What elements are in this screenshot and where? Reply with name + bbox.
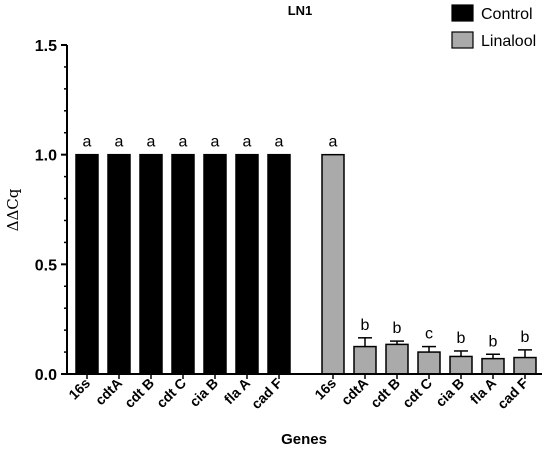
bar-linalool-cdt-b <box>385 343 409 375</box>
x-tick-label: cad F <box>248 374 285 411</box>
bar-linalool-cdta <box>353 345 377 375</box>
significance-label: a <box>83 134 92 151</box>
bar-control-cia-b <box>203 153 227 375</box>
significance-label: a <box>275 134 284 151</box>
significance-label: a <box>243 134 252 151</box>
significance-label: b <box>521 329 530 346</box>
bar-linalool-cdt-c <box>417 351 441 375</box>
y-tick-label: 1.0 <box>35 148 57 165</box>
x-tick-label: cad F <box>494 374 531 411</box>
significance-label: a <box>147 134 156 151</box>
legend-swatch-linalool <box>451 31 474 49</box>
legend-label-linalool: Linalool <box>481 33 536 50</box>
y-axis-label: ΔΔCq <box>4 188 22 231</box>
y-axis: 0.0 0.5 1.0 1.5 <box>35 38 68 384</box>
significance-label: a <box>179 134 188 151</box>
x-tick-label: cdt B <box>121 375 157 411</box>
bar-control-16s <box>75 153 99 375</box>
significance-label: a <box>211 134 220 151</box>
bar-linalool-16s <box>321 153 345 375</box>
significance-label: a <box>115 134 124 151</box>
significance-label: b <box>361 317 370 334</box>
bar-linalool-fla-a <box>481 357 505 375</box>
x-tick-label: 16s <box>65 375 93 403</box>
bar-control-cdta <box>107 153 131 375</box>
bar-control-cad-f <box>267 153 291 375</box>
y-tick-label: 0.5 <box>35 257 57 274</box>
bar-control-fla-a <box>235 153 259 375</box>
significance-label: b <box>393 320 402 337</box>
legend-label-control: Control <box>481 6 533 23</box>
bar-control-cdt-b <box>139 153 163 375</box>
x-tick-label: cia B <box>432 375 467 410</box>
x-tick-label: cdt C <box>399 375 435 411</box>
y-tick-label: 0.0 <box>35 367 57 384</box>
bar-linalool-cia-b <box>449 355 473 375</box>
bar-control-cdt-c <box>171 153 195 375</box>
significance-label: a <box>329 134 338 151</box>
chart-title: LN1 <box>288 3 313 18</box>
x-tick-label: cdtA <box>338 375 371 408</box>
x-tick-label: 16s <box>311 375 339 403</box>
bar-linalool-cad-f <box>513 356 537 375</box>
significance-label: b <box>457 330 466 347</box>
x-axis-label: Genes <box>281 431 327 448</box>
x-tick-label: cdtA <box>92 375 125 408</box>
bars: a a a a a a a a b b c b b b <box>75 134 537 375</box>
x-tick-label: cdt B <box>367 375 403 411</box>
significance-label: c <box>425 326 433 343</box>
x-tick-label: cdt C <box>153 375 189 411</box>
x-tick-label: cia B <box>186 375 221 410</box>
y-tick-label: 1.5 <box>35 38 57 55</box>
significance-label: b <box>489 333 498 350</box>
legend-swatch-control <box>451 4 474 22</box>
legend: Control Linalool <box>451 4 536 50</box>
